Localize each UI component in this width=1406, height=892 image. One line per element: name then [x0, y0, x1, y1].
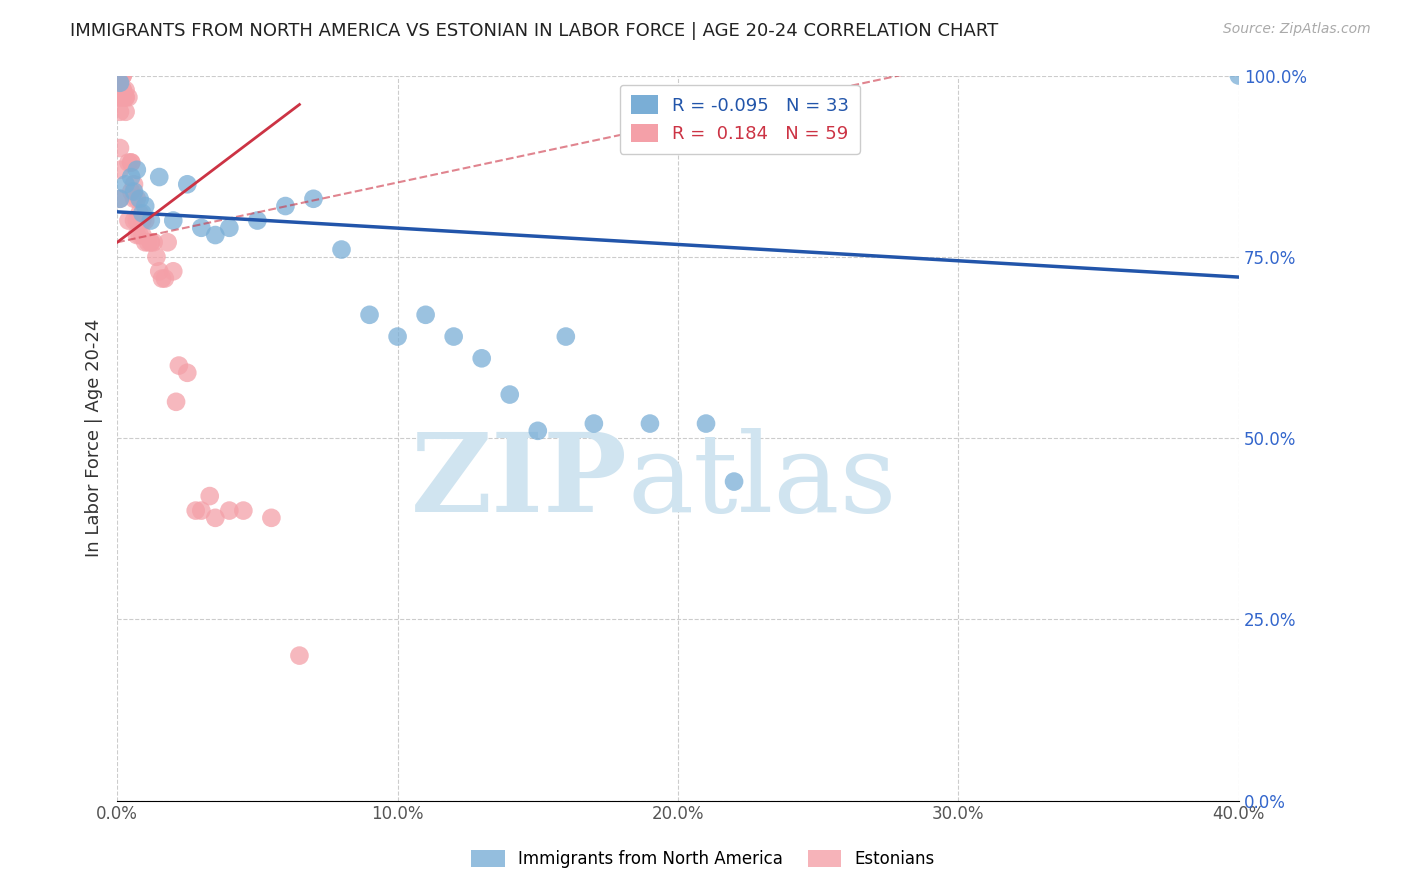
- Point: [139, 235, 162, 250]
- Point: [176, 366, 198, 380]
- Point: [695, 417, 717, 431]
- Legend: Immigrants from North America, Estonians: Immigrants from North America, Estonians: [464, 843, 942, 875]
- Point: [131, 227, 153, 242]
- Point: [638, 417, 661, 431]
- Point: [108, 83, 131, 97]
- Point: [108, 192, 131, 206]
- Point: [1227, 69, 1250, 83]
- Point: [134, 199, 156, 213]
- Text: ZIP: ZIP: [411, 428, 627, 535]
- Point: [125, 227, 148, 242]
- Point: [415, 308, 437, 322]
- Point: [108, 69, 131, 83]
- Point: [184, 503, 207, 517]
- Point: [139, 235, 162, 250]
- Point: [150, 271, 173, 285]
- Point: [232, 503, 254, 517]
- Point: [526, 424, 548, 438]
- Point: [190, 503, 212, 517]
- Point: [108, 76, 131, 90]
- Point: [145, 250, 167, 264]
- Point: [162, 213, 184, 227]
- Y-axis label: In Labor Force | Age 20-24: In Labor Force | Age 20-24: [86, 318, 103, 558]
- Point: [274, 199, 297, 213]
- Point: [111, 83, 134, 97]
- Point: [108, 162, 131, 177]
- Point: [139, 213, 162, 227]
- Point: [499, 387, 522, 401]
- Point: [117, 213, 139, 227]
- Point: [117, 155, 139, 169]
- Point: [108, 90, 131, 104]
- Point: [156, 235, 179, 250]
- Text: atlas: atlas: [627, 428, 897, 535]
- Point: [114, 90, 136, 104]
- Point: [218, 220, 240, 235]
- Point: [134, 213, 156, 227]
- Point: [190, 220, 212, 235]
- Text: Source: ZipAtlas.com: Source: ZipAtlas.com: [1223, 22, 1371, 37]
- Point: [114, 83, 136, 97]
- Point: [142, 235, 165, 250]
- Point: [246, 213, 269, 227]
- Point: [723, 475, 745, 489]
- Point: [125, 162, 148, 177]
- Point: [554, 329, 576, 343]
- Text: IMMIGRANTS FROM NORTH AMERICA VS ESTONIAN IN LABOR FORCE | AGE 20-24 CORRELATION: IMMIGRANTS FROM NORTH AMERICA VS ESTONIA…: [70, 22, 998, 40]
- Point: [128, 206, 150, 220]
- Point: [359, 308, 381, 322]
- Point: [108, 69, 131, 83]
- Point: [198, 489, 221, 503]
- Point: [148, 264, 170, 278]
- Point: [302, 192, 325, 206]
- Point: [117, 90, 139, 104]
- Legend: R = -0.095   N = 33, R =  0.184   N = 59: R = -0.095 N = 33, R = 0.184 N = 59: [620, 85, 860, 154]
- Point: [330, 243, 353, 257]
- Point: [114, 104, 136, 119]
- Point: [111, 69, 134, 83]
- Point: [288, 648, 311, 663]
- Point: [153, 271, 176, 285]
- Point: [108, 192, 131, 206]
- Point: [167, 359, 190, 373]
- Point: [204, 511, 226, 525]
- Point: [131, 206, 153, 220]
- Point: [122, 185, 145, 199]
- Point: [108, 104, 131, 119]
- Point: [443, 329, 465, 343]
- Point: [114, 178, 136, 192]
- Point: [260, 511, 283, 525]
- Point: [120, 185, 142, 199]
- Point: [387, 329, 409, 343]
- Point: [134, 235, 156, 250]
- Point: [111, 69, 134, 83]
- Point: [471, 351, 494, 366]
- Point: [125, 213, 148, 227]
- Point: [108, 90, 131, 104]
- Point: [122, 213, 145, 227]
- Point: [176, 178, 198, 192]
- Point: [111, 90, 134, 104]
- Point: [108, 69, 131, 83]
- Point: [582, 417, 605, 431]
- Point: [128, 192, 150, 206]
- Point: [111, 83, 134, 97]
- Point: [131, 213, 153, 227]
- Point: [165, 394, 187, 409]
- Point: [204, 227, 226, 242]
- Point: [108, 69, 131, 83]
- Point: [108, 141, 131, 155]
- Point: [120, 155, 142, 169]
- Point: [122, 178, 145, 192]
- Point: [148, 169, 170, 184]
- Point: [125, 192, 148, 206]
- Point: [136, 235, 159, 250]
- Point: [120, 169, 142, 184]
- Point: [162, 264, 184, 278]
- Point: [122, 192, 145, 206]
- Point: [114, 90, 136, 104]
- Point: [120, 155, 142, 169]
- Point: [218, 503, 240, 517]
- Point: [128, 227, 150, 242]
